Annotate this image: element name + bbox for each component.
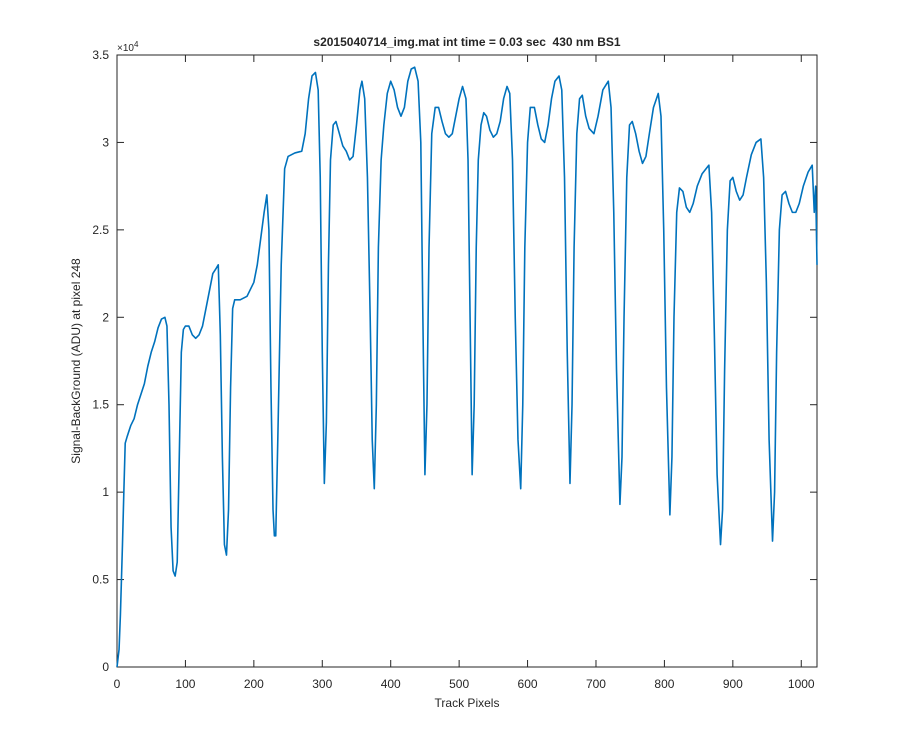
x-tick-label: 700 [586, 677, 606, 691]
y-exponent-label: ×104 [117, 40, 139, 54]
x-tick-label: 200 [244, 677, 264, 691]
x-tick-label: 400 [381, 677, 401, 691]
x-tick-label: 800 [654, 677, 674, 691]
y-tick-label: 0.5 [92, 573, 109, 587]
x-tick-label: 900 [723, 677, 743, 691]
y-tick-label: 3.5 [92, 48, 109, 62]
y-tick-label: 2.5 [92, 223, 109, 237]
chart-title: s2015040714_img.mat int time = 0.03 sec … [313, 35, 621, 49]
x-tick-label: 100 [175, 677, 195, 691]
x-tick-label: 600 [518, 677, 538, 691]
y-tick-label: 0 [102, 660, 109, 674]
y-tick-label: 3 [102, 135, 109, 149]
exponent-base: ×10 [117, 43, 134, 54]
y-tick-label: 2 [102, 310, 109, 324]
x-axis-label: Track Pixels [435, 696, 500, 710]
axes-box [116, 54, 818, 668]
x-tick-label: 0 [114, 677, 121, 691]
x-tick-label: 500 [449, 677, 469, 691]
data-line [116, 66, 818, 668]
y-tick-label: 1.5 [92, 398, 109, 412]
y-axis-label: Signal-BackGround (ADU) at pixel 248 [69, 258, 83, 464]
x-tick-label: 300 [312, 677, 332, 691]
exponent-power: 4 [134, 40, 139, 49]
x-tick-label: 1000 [788, 677, 815, 691]
y-tick-label: 1 [102, 485, 109, 499]
